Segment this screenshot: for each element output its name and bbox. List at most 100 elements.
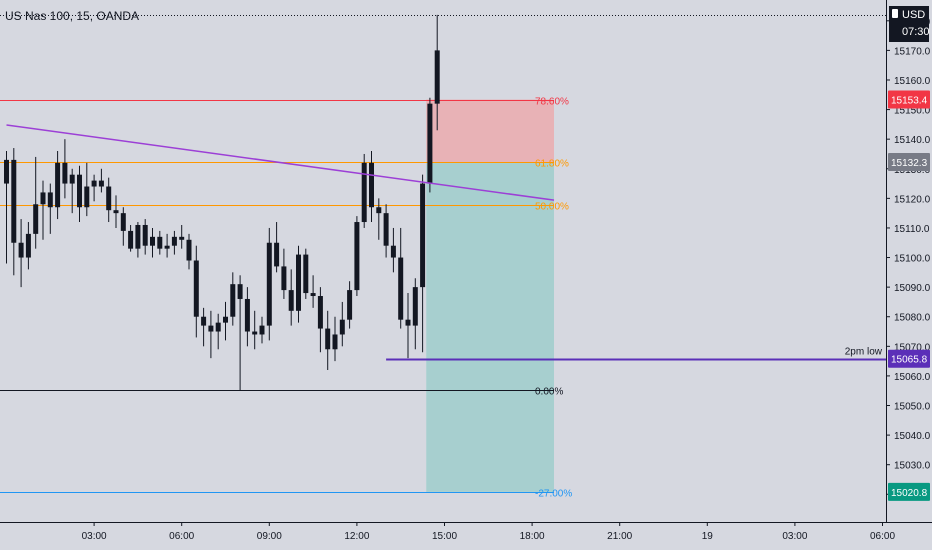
candle-body <box>317 296 323 329</box>
target-zone[interactable] <box>426 161 554 492</box>
candle-body <box>434 50 440 104</box>
candle-body <box>171 236 177 246</box>
candle-body <box>237 284 243 299</box>
candle-body <box>193 260 199 317</box>
candle-body <box>18 242 24 258</box>
candle-body <box>142 224 148 246</box>
candle-body <box>230 284 236 317</box>
bar-countdown: 07:30 <box>902 26 930 38</box>
time-tick-label: 09:00 <box>257 531 282 542</box>
time-tick-label: 12:00 <box>344 531 369 542</box>
price-badge[interactable] <box>888 90 930 109</box>
price-tick-label: 15120.0 <box>894 194 931 205</box>
time-tick-label: 19 <box>702 531 714 542</box>
trendline[interactable] <box>6 124 555 201</box>
fib-level-label: 78.60% <box>535 97 569 108</box>
price-badge[interactable] <box>888 152 930 171</box>
candle-body <box>128 230 134 249</box>
stop-zone[interactable] <box>426 99 554 162</box>
candle-body <box>303 254 309 294</box>
candle-body <box>325 328 331 350</box>
price-badge[interactable] <box>888 349 930 368</box>
candle-body <box>288 290 294 311</box>
candle-body <box>11 159 17 243</box>
candle-body <box>281 266 287 291</box>
candle-body <box>347 290 353 320</box>
candle-body <box>244 298 250 332</box>
candle-body <box>113 210 119 214</box>
candle-body <box>47 192 53 208</box>
price-tick-label: 15170.0 <box>894 46 931 57</box>
symbol-title[interactable]: US Nas 100, 15, OANDA <box>5 9 140 23</box>
candle-body <box>266 242 272 326</box>
lock-icon <box>892 9 898 18</box>
time-tick-label: 21:00 <box>607 531 632 542</box>
currency-label: USD <box>902 9 926 21</box>
candle-body <box>62 162 68 184</box>
candle-body <box>164 245 170 249</box>
candle-body <box>274 242 280 267</box>
time-tick-label: 03:00 <box>782 531 807 542</box>
candle-body <box>296 254 301 311</box>
candle-body <box>376 207 382 214</box>
candle-body <box>150 236 155 246</box>
candle-body <box>208 325 214 332</box>
candle-body <box>77 174 82 208</box>
candle-body <box>33 204 39 234</box>
price-badge[interactable] <box>888 482 930 501</box>
candle-body <box>84 186 90 208</box>
price-tick-label: 15070.0 <box>894 342 931 353</box>
candle-body <box>252 331 258 335</box>
price-tick-label: 15030.0 <box>894 461 931 472</box>
candle-body <box>186 239 192 261</box>
candle-body <box>259 325 265 335</box>
price-badges: 15153.4 15132.3 15065.8 15020.8 <box>888 90 930 501</box>
candle-body <box>332 334 338 350</box>
candle-body <box>201 316 207 326</box>
candle-body <box>383 213 389 246</box>
time-tick-label: 06:00 <box>169 531 194 542</box>
fib-level-label: -27.00% <box>535 489 572 500</box>
candle-body <box>4 159 9 184</box>
price-tick-label: 15140.0 <box>894 135 931 146</box>
candle-body <box>157 236 163 249</box>
fib-levels: 78.60% 61.80% 50.00% 0.00% -27.00% <box>0 97 572 500</box>
candle-body <box>420 183 426 288</box>
candle-body <box>179 236 185 240</box>
candle-body <box>98 180 104 187</box>
candle-body <box>339 319 345 335</box>
drawn-lines: 2pm low <box>0 15 886 361</box>
price-tick-label: 15040.0 <box>894 431 931 442</box>
candle-body <box>120 213 126 231</box>
price-badge-label: 15065.8 <box>891 355 928 366</box>
position-zones <box>426 99 554 492</box>
candle-body <box>215 322 221 332</box>
fib-level-label: 61.80% <box>535 159 569 170</box>
candle-body <box>310 293 316 297</box>
price-tick-label: 15150.0 <box>894 106 931 117</box>
price-badge-label: 15020.8 <box>891 488 928 499</box>
candle-body <box>354 222 360 291</box>
candle-body <box>405 319 411 326</box>
candle-body <box>390 245 396 258</box>
candle-body <box>135 224 141 249</box>
time-tick-label: 15:00 <box>432 531 457 542</box>
candle-body <box>40 192 46 205</box>
price-tick-label: 15100.0 <box>894 254 931 265</box>
candle-body <box>398 257 404 320</box>
candle-body <box>25 233 31 258</box>
currency-box[interactable]: USD 07:30 <box>889 6 930 42</box>
low-line-label: 2pm low <box>845 347 883 358</box>
time-tick-label: 06:00 <box>870 531 895 542</box>
candle-body <box>91 180 97 187</box>
candle-body <box>412 287 418 326</box>
price-tick-label: 15050.0 <box>894 402 931 413</box>
candles <box>4 14 440 391</box>
candle-body <box>361 162 367 223</box>
fib-level-label: 50.00% <box>535 202 569 213</box>
price-tick-label: 15080.0 <box>894 313 931 324</box>
time-tick-label: 03:00 <box>82 531 107 542</box>
price-badge-label: 15153.4 <box>891 96 928 107</box>
price-tick-label: 15160.0 <box>894 76 931 87</box>
